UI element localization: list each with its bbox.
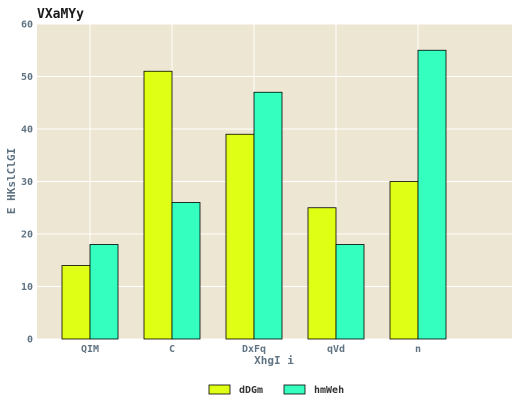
x-tick-label: C xyxy=(169,344,175,355)
bar-dDGm-DxFq xyxy=(225,133,255,340)
bar-hmWeh-DxFq xyxy=(253,91,283,340)
y-tick-label: 50 xyxy=(21,72,33,83)
y-tick-label: 20 xyxy=(21,230,33,241)
y-tick-label: 10 xyxy=(21,282,33,293)
x-axis-label: XhgI i xyxy=(254,354,294,367)
y-tick-labels: 0 10 20 30 40 50 60 xyxy=(21,20,33,346)
legend-swatch-series-2 xyxy=(283,384,306,395)
x-tick-labels: QIM C DxFq qVd n xyxy=(81,344,421,355)
bar-dDGm-QIM xyxy=(61,265,91,340)
bars xyxy=(61,49,447,340)
y-axis-label: E HKslClGI xyxy=(5,148,18,214)
bar-hmWeh-n xyxy=(417,49,447,340)
y-tick-label: 40 xyxy=(21,125,33,136)
y-tick-label: 60 xyxy=(21,20,33,31)
legend-label-series-2: hmWeh xyxy=(314,385,344,396)
y-tick-label: 30 xyxy=(21,177,33,188)
bar-dDGm-C xyxy=(143,70,173,340)
x-tick-label: qVd xyxy=(327,344,345,355)
bar-hmWeh-C xyxy=(171,202,201,340)
y-tick-label: 0 xyxy=(27,335,33,346)
x-tick-label: QIM xyxy=(81,344,99,355)
x-tick-label: DxFq xyxy=(242,344,266,355)
legend-label-series-1: dDGm xyxy=(239,385,263,396)
bar-dDGm-qVd xyxy=(307,207,337,340)
chart-title: VXaMYy xyxy=(37,7,84,22)
legend: dDGm hmWeh xyxy=(208,384,344,396)
x-tick-label: n xyxy=(415,344,421,355)
bar-hmWeh-QIM xyxy=(89,244,119,340)
bar-dDGm-n xyxy=(389,181,419,340)
legend-swatch-series-1 xyxy=(208,384,231,395)
bar-hmWeh-qVd xyxy=(335,244,365,340)
